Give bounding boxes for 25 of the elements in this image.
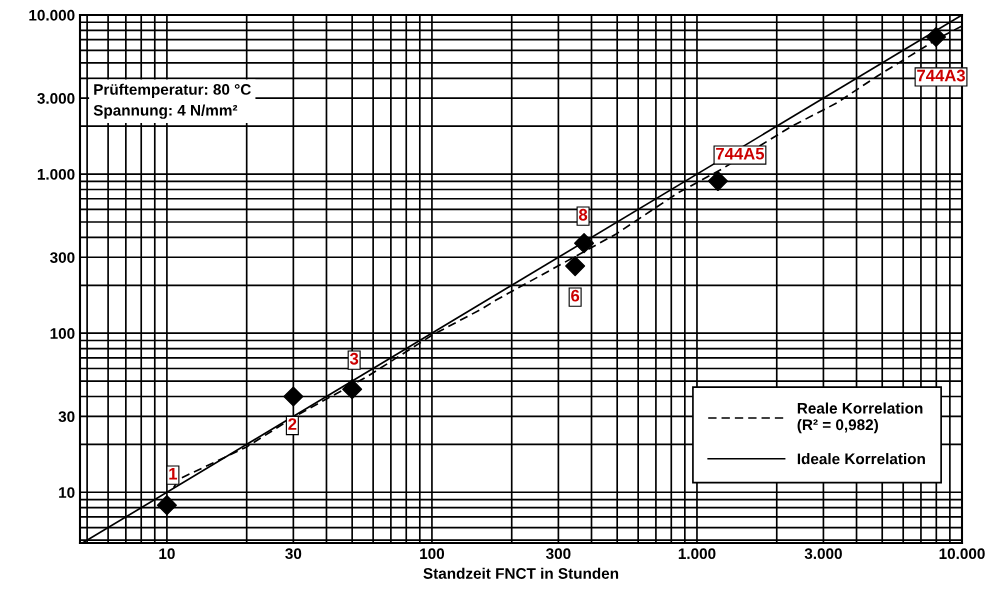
y-tick-label: 1.000 bbox=[37, 168, 75, 180]
x-axis-title: Standzeit FNCT in Stunden bbox=[423, 567, 619, 579]
x-tick-label: 100 bbox=[420, 548, 445, 560]
annotation: 3 bbox=[349, 352, 359, 365]
y-tick-label: 30 bbox=[58, 411, 75, 423]
annotation: 744A5 bbox=[716, 147, 765, 160]
legend-label: Ideale Korrelation bbox=[797, 453, 925, 465]
annotation: 744A3 bbox=[917, 69, 965, 82]
x-tick-label: 10 bbox=[159, 548, 175, 560]
y-tick-label: 300 bbox=[50, 252, 75, 263]
x-tick-label: 30 bbox=[285, 548, 302, 560]
x-tick-label: 1.000 bbox=[678, 548, 716, 560]
y-tick-label: 10.000 bbox=[29, 9, 75, 21]
annotation: Prüftemperatur: 80 °C Spannung: 4 N/mm² bbox=[93, 83, 251, 119]
annotation: 8 bbox=[578, 208, 588, 221]
legend-label: Reale Korrelation (R² = 0,982) bbox=[797, 402, 923, 434]
x-tick-label: 10.000 bbox=[939, 548, 985, 560]
x-tick-label: 3.000 bbox=[804, 548, 842, 560]
y-tick-label: 100 bbox=[50, 328, 75, 339]
y-tick-label: 3.000 bbox=[37, 93, 75, 104]
y-tick-label: 10 bbox=[59, 487, 75, 498]
annotation: 6 bbox=[571, 289, 580, 302]
annotation: 2 bbox=[288, 418, 297, 430]
annotation: 1 bbox=[169, 468, 178, 480]
x-tick-label: 300 bbox=[546, 548, 571, 560]
